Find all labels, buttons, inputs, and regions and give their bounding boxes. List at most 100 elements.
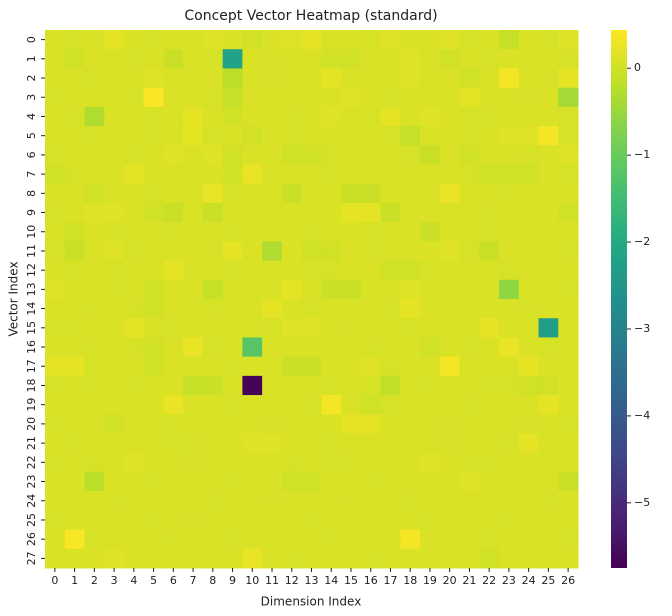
heatmap-cell (538, 433, 559, 454)
heatmap-cell (84, 145, 105, 165)
heatmap-cell (479, 491, 500, 511)
heatmap-cell (360, 68, 382, 89)
heatmap-cell (459, 183, 480, 204)
heatmap-cell (242, 202, 263, 223)
heatmap-cell (499, 414, 520, 434)
heatmap-cell (558, 299, 579, 319)
heatmap-cell (104, 356, 125, 377)
heatmap-cell (183, 548, 204, 569)
heatmap-cell (143, 126, 164, 146)
heatmap-cell (558, 241, 579, 262)
heatmap-cell (281, 548, 303, 569)
heatmap-cell (301, 414, 322, 434)
heatmap-cell (262, 471, 283, 492)
x-tick-label: 6 (170, 574, 177, 587)
heatmap-cell (538, 87, 559, 108)
heatmap-cell (400, 299, 421, 319)
heatmap-cell (341, 395, 362, 415)
heatmap-cell (321, 375, 342, 396)
heatmap-cell (420, 414, 441, 434)
heatmap-cell (143, 202, 164, 223)
heatmap-cell (64, 337, 85, 358)
heatmap-cell (321, 452, 342, 473)
heatmap-cell (123, 68, 145, 89)
x-tick-label: 23 (502, 574, 516, 587)
heatmap-cell (163, 337, 184, 358)
heatmap-cell (123, 49, 145, 69)
heatmap-cell (499, 87, 520, 108)
heatmap-cell (518, 68, 540, 89)
heatmap-cell (123, 356, 145, 377)
heatmap-cell (420, 279, 441, 300)
heatmap-cell (143, 30, 164, 50)
heatmap-cell (479, 395, 500, 415)
heatmap-cell (479, 299, 500, 319)
heatmap-cell (479, 126, 500, 146)
heatmap-cell (84, 529, 105, 550)
heatmap-cell (420, 395, 441, 415)
heatmap-cell (163, 260, 184, 281)
y-tick-label: 24 (25, 494, 38, 508)
heatmap-cell (301, 510, 322, 531)
heatmap-cell (222, 318, 243, 338)
heatmap-cell (45, 222, 66, 242)
heatmap-cell (499, 164, 520, 185)
heatmap-cell (459, 164, 480, 185)
heatmap-cell (222, 164, 243, 185)
heatmap-cell (420, 491, 441, 511)
heatmap-cell (45, 299, 66, 319)
heatmap-cell (341, 164, 362, 185)
y-tick-label: 7 (25, 171, 38, 178)
heatmap-cell (341, 49, 362, 69)
heatmap-cell (202, 510, 224, 531)
heatmap-cell (242, 183, 263, 204)
heatmap-cell (538, 510, 559, 531)
heatmap-cell (518, 126, 540, 146)
x-tick-label: 25 (541, 574, 555, 587)
colorbar-tick-label: −1 (634, 148, 650, 161)
heatmap-cell (400, 510, 421, 531)
heatmap-cell (459, 145, 480, 165)
heatmap-cell (538, 145, 559, 165)
heatmap-cell (380, 87, 401, 108)
heatmap-cell (538, 471, 559, 492)
heatmap-cell (518, 222, 540, 242)
heatmap-cell (499, 106, 520, 127)
heatmap-cell (439, 299, 461, 319)
heatmap-cell (183, 279, 204, 300)
heatmap-cell (262, 279, 283, 300)
heatmap-cell (262, 491, 283, 511)
heatmap-cell (104, 222, 125, 242)
heatmap-cell (281, 510, 303, 531)
heatmap-cell (64, 164, 85, 185)
heatmap-cell (459, 260, 480, 281)
heatmap-cell (499, 395, 520, 415)
heatmap-cell (281, 260, 303, 281)
heatmap-cell (242, 126, 263, 146)
heatmap-cell (163, 356, 184, 377)
heatmap-cell (538, 529, 559, 550)
heatmap-cell (518, 49, 540, 69)
heatmap-cell (380, 299, 401, 319)
heatmap-cell (459, 68, 480, 89)
heatmap-cell (242, 87, 263, 108)
heatmap-cell (281, 299, 303, 319)
heatmap-cell (143, 414, 164, 434)
heatmap-cell (459, 452, 480, 473)
heatmap-cell (262, 452, 283, 473)
heatmap-cell (222, 222, 243, 242)
heatmap-cell (360, 260, 382, 281)
heatmap-cell (400, 87, 421, 108)
x-tick-label: 0 (51, 574, 58, 587)
heatmap-cell (242, 318, 263, 338)
y-tick-label: 8 (25, 190, 38, 197)
heatmap-cell (281, 433, 303, 454)
heatmap-cell (45, 106, 66, 127)
heatmap-cell (459, 548, 480, 569)
heatmap-cell (242, 395, 263, 415)
heatmap-cell (242, 375, 263, 396)
heatmap-cell (183, 337, 204, 358)
heatmap-cell (281, 318, 303, 338)
heatmap-cell (538, 452, 559, 473)
heatmap-cell (558, 414, 579, 434)
